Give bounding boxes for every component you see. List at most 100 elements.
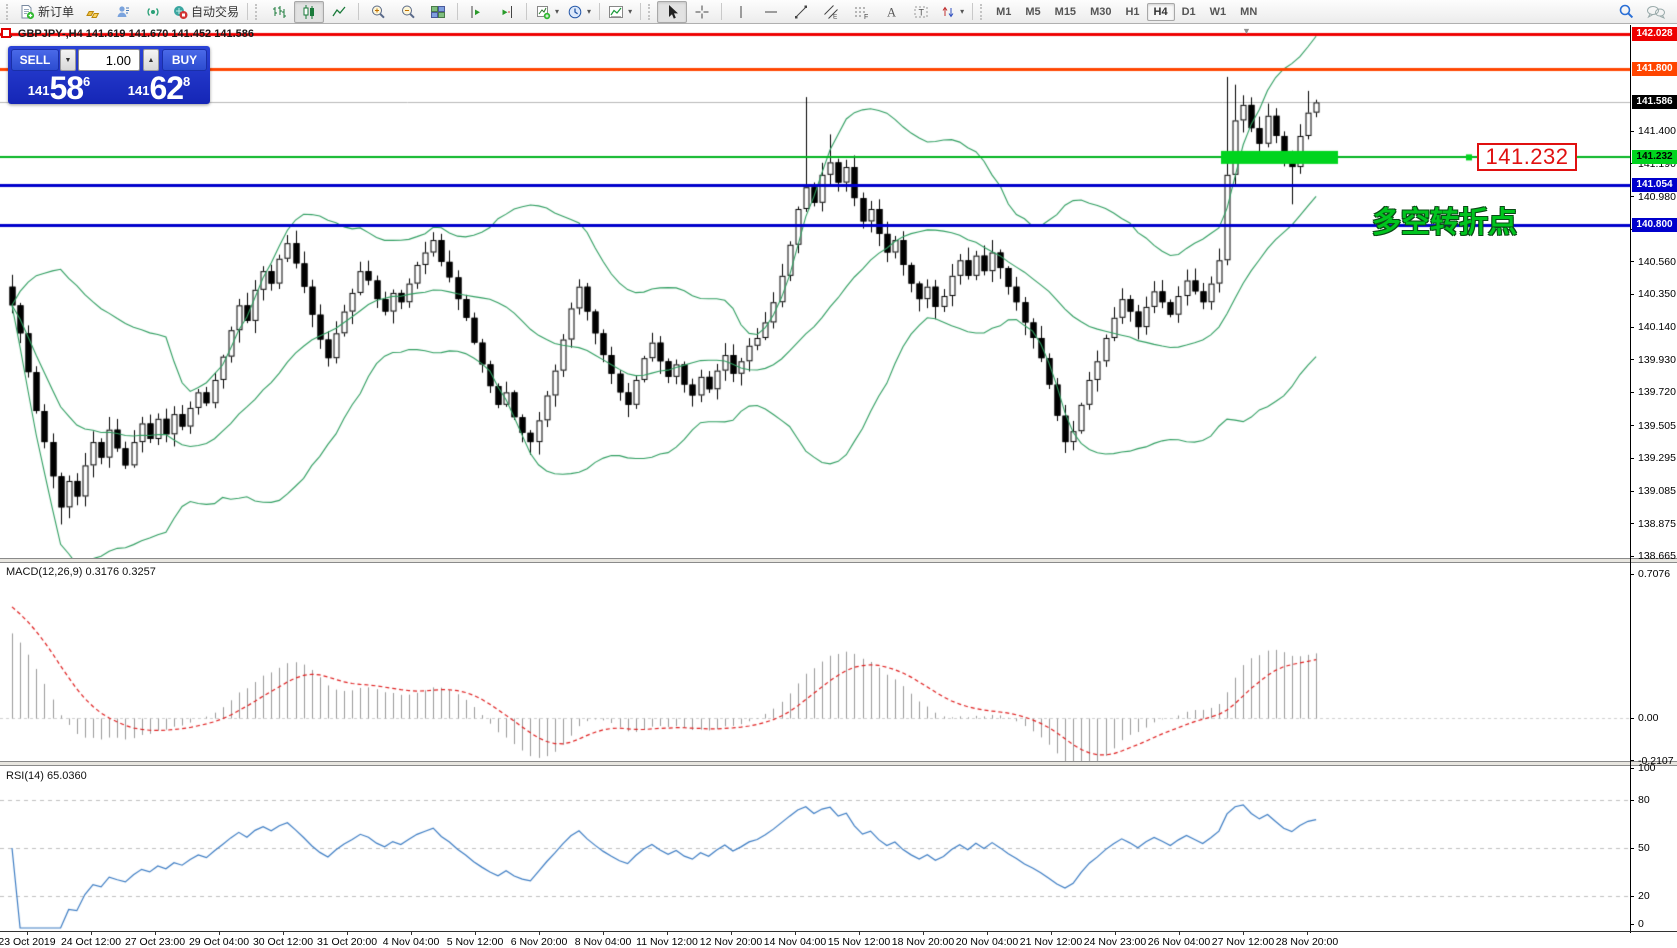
candlestick-mode-button[interactable] (294, 0, 325, 23)
rsi-pane-canvas[interactable] (0, 766, 1630, 931)
arrows-icon (940, 4, 956, 20)
macd-pane-canvas[interactable] (0, 563, 1630, 761)
timeframe-button-h1[interactable]: H1 (1125, 5, 1140, 18)
time-tick-mark (475, 931, 476, 935)
pane-splitter-macd[interactable] (0, 558, 1677, 563)
line-chart-mode-button[interactable] (324, 1, 354, 23)
crosshair-tool-button[interactable] (687, 1, 717, 23)
auto-trading-button[interactable]: 自动交易 (168, 1, 243, 23)
volume-increase-button[interactable]: ▲ (143, 49, 159, 71)
volume-decrease-button[interactable]: ▼ (60, 49, 76, 71)
fibonacci-tool-button[interactable]: F (846, 1, 876, 23)
timeframe-button-w1[interactable]: W1 (1209, 5, 1227, 18)
accounts-button[interactable] (108, 1, 138, 23)
pane-splitter-rsi[interactable] (0, 761, 1677, 766)
new-chart-button[interactable]: ▾ (531, 1, 563, 23)
periodicity-icon (567, 4, 583, 20)
toolbar-drag-handle[interactable] (255, 3, 261, 20)
zoom-out-button[interactable] (393, 1, 423, 23)
price-callout-box[interactable]: 141.232 (1477, 143, 1577, 171)
timeframe-button-m5[interactable]: M5 (1025, 5, 1041, 18)
timeframe-button-m30[interactable]: M30 (1090, 5, 1112, 18)
zoom-in-button[interactable] (363, 1, 393, 23)
cursor-tool-button[interactable] (657, 0, 688, 23)
rsi-tick-label: 20 (1638, 890, 1650, 902)
time-axis-label: 24 Nov 23:00 (1083, 936, 1147, 948)
chart-shift-icon (499, 4, 515, 20)
vertical-line-tool-button[interactable] (726, 1, 756, 23)
new-chart-icon (535, 4, 551, 20)
trendline-icon (793, 4, 809, 20)
chat-button[interactable] (1641, 1, 1671, 23)
timeframe-button-h4[interactable]: H4 (1146, 2, 1175, 21)
timeframe-button-d1[interactable]: D1 (1181, 5, 1196, 18)
hline-anchor-handle[interactable] (1, 28, 11, 38)
toolbar: 新订单 自动交易 ▾ ▾ ▾ E F A (0, 0, 1677, 24)
sell-price-pip: 6 (83, 74, 91, 89)
one-click-trading-panel: SELL ▼ ▲ BUY 141 58 6 141 62 8 (8, 46, 210, 104)
sell-button[interactable]: SELL (11, 49, 59, 71)
sell-price[interactable]: 141 58 6 (10, 72, 108, 104)
price-level-badge: 141.232 (1632, 150, 1677, 165)
new-order-button[interactable]: 新订单 (15, 1, 78, 23)
crosshair-icon (694, 4, 710, 20)
dropdown-caret: ▾ (555, 7, 560, 16)
rsi-tick-mark (1630, 847, 1634, 849)
arrows-tool-button[interactable]: ▾ (936, 1, 968, 23)
price-tick-mark (1630, 359, 1634, 361)
time-axis-label: 23 Oct 2019 (0, 936, 56, 948)
toolbar-separator (721, 3, 723, 20)
time-tick-mark (1307, 931, 1308, 935)
time-tick-mark (1179, 931, 1180, 935)
toolbar-separator (526, 3, 528, 20)
toolbar-drag-handle[interactable] (980, 3, 986, 20)
chart-shift-button[interactable] (492, 1, 522, 23)
text-label-tool-button[interactable]: T (906, 1, 936, 23)
price-tick-label: 140.560 (1638, 255, 1676, 268)
rsi-tick-mark (1630, 767, 1634, 769)
price-tick-mark (1630, 326, 1634, 328)
periodicity-button[interactable]: ▾ (563, 1, 595, 23)
channel-tool-button[interactable]: E (816, 1, 846, 23)
buy-button[interactable]: BUY (162, 49, 207, 71)
volume-input[interactable] (78, 49, 140, 71)
chart-shift-marker-icon[interactable]: ▼ (1242, 26, 1251, 36)
search-button[interactable] (1611, 1, 1641, 23)
price-tick-label: 138.665 (1638, 550, 1676, 563)
toolbar-drag-handle[interactable] (648, 3, 654, 20)
auto-trading-icon (172, 4, 188, 20)
macd-tick-label: -0.2107 (1638, 754, 1674, 767)
time-axis-label: 18 Nov 20:00 (891, 936, 955, 948)
price-chart-canvas[interactable] (0, 25, 1630, 558)
time-axis-label: 27 Oct 23:00 (124, 936, 186, 948)
timeframe-button-m1[interactable]: M1 (996, 5, 1012, 18)
tile-windows-button[interactable] (423, 1, 453, 23)
zoom-out-icon (400, 4, 416, 20)
gold-button[interactable] (78, 1, 108, 23)
time-tick-mark (923, 931, 924, 935)
trendline-tool-button[interactable] (786, 1, 816, 23)
price-tick-label: 139.505 (1638, 419, 1676, 432)
time-tick-mark (27, 931, 28, 935)
time-tick-mark (539, 931, 540, 935)
buy-price[interactable]: 141 62 8 (110, 72, 208, 104)
indicators-button[interactable]: ▾ (604, 1, 636, 23)
time-axis-label: 31 Oct 20:00 (316, 936, 378, 948)
horizontal-line-tool-button[interactable] (756, 1, 786, 23)
fibonacci-icon: F (853, 4, 869, 20)
ohlc-bars-icon (271, 4, 287, 20)
auto-scroll-button[interactable] (462, 1, 492, 23)
bar-chart-mode-button[interactable] (264, 1, 294, 23)
timeframe-button-m15[interactable]: M15 (1054, 5, 1077, 18)
price-level-badge: 141.800 (1632, 62, 1677, 77)
timeframe-button-mn[interactable]: MN (1240, 5, 1258, 18)
signals-button[interactable] (138, 1, 168, 23)
rsi-tick-mark (1630, 895, 1634, 897)
time-tick-mark (1115, 931, 1116, 935)
text-tool-button[interactable]: A (876, 1, 906, 23)
toolbar-drag-handle[interactable] (6, 3, 12, 20)
dropdown-caret: ▾ (960, 7, 965, 16)
price-tick-label: 139.085 (1638, 485, 1676, 498)
time-axis-label: 5 Nov 12:00 (446, 936, 504, 948)
turning-point-note[interactable]: 多空转折点 (1372, 207, 1518, 239)
